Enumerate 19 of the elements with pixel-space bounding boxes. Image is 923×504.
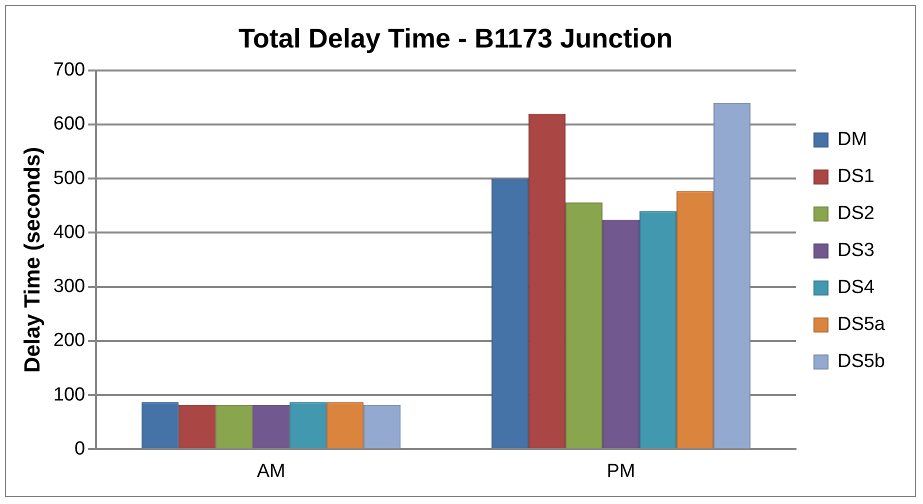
legend-label: DS2 bbox=[837, 203, 874, 224]
y-tick-label: 200 bbox=[53, 330, 86, 352]
y-axis-title: Delay Time (seconds) bbox=[19, 146, 44, 373]
legend-label: DS4 bbox=[837, 277, 875, 298]
legend-label: DM bbox=[837, 129, 868, 150]
legend-label: DS1 bbox=[837, 166, 874, 188]
x-tick-label: AM bbox=[256, 460, 286, 482]
y-tick-label: 700 bbox=[53, 60, 86, 81]
legend-label: DS5a bbox=[837, 314, 886, 336]
x-tick-label: PM bbox=[606, 460, 636, 482]
y-tick-label: 400 bbox=[53, 222, 86, 243]
y-tick-label: 500 bbox=[53, 168, 86, 189]
y-tick-label: 600 bbox=[53, 114, 86, 135]
y-tick-label: 0 bbox=[74, 438, 86, 460]
legend-label: DS5b bbox=[837, 351, 886, 372]
chart-title: Total Delay Time - B1173 Junction bbox=[238, 24, 673, 54]
legend-label: DS3 bbox=[837, 240, 874, 262]
y-tick-label: 300 bbox=[53, 276, 86, 298]
y-tick-label: 100 bbox=[53, 384, 86, 406]
